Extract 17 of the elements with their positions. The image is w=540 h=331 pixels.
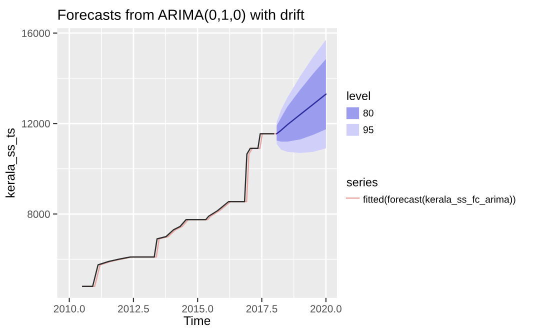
y-tick-label: 8000 [28,210,50,218]
y-tick-label: 16000 [22,30,50,37]
text: series [346,178,378,186]
text: level [347,91,370,100]
x-tick-label: 2012.5 [118,305,149,312]
x-tick-label: 2017.5 [246,305,278,312]
x-tick-label: 2010.0 [54,305,85,312]
line-series [276,94,327,134]
y-tick-label: 12000 [22,120,50,128]
legend-label: 95 [363,126,374,134]
x-tick-label: 2015.0 [182,305,214,312]
chart-title: Forecasts from ARIMA(0,1,0) with drift [58,9,304,23]
x-tick-label: 2020.0 [310,305,342,312]
legend-label: 80 [363,110,374,116]
legend-label: fitted(forecast(kerala_ss_fc_arima)) [363,196,516,205]
y-axis-title: kerala_ss_ts [6,128,18,198]
x-axis-title: Time [184,316,210,326]
